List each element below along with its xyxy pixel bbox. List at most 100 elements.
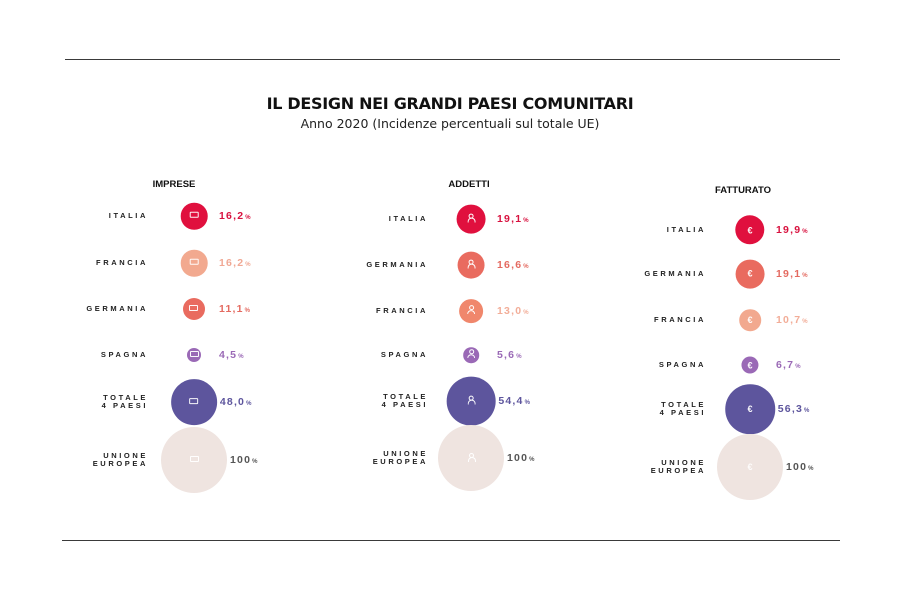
value-number: 100 <box>786 461 808 473</box>
euro-icon: € <box>747 225 753 235</box>
value-label: 16,2% <box>219 210 251 222</box>
value-number: 6,7 <box>776 359 795 371</box>
data-bubble <box>161 427 227 493</box>
euro-icon: € <box>747 359 753 370</box>
value-number: 56,3 <box>777 403 803 415</box>
value-label: 100% <box>507 452 534 464</box>
percent-sign: % <box>245 215 251 221</box>
panel-title: IMPRESE <box>152 179 196 190</box>
data-bubble: € <box>741 356 759 374</box>
value-label: 100% <box>786 461 813 473</box>
value-number: 19,1 <box>776 268 802 280</box>
country-label: GERMANIA <box>644 269 706 278</box>
panel-title: FATTURATO <box>715 185 771 196</box>
value-label: 10,7% <box>776 314 808 326</box>
top-rule <box>65 59 840 60</box>
bottom-rule <box>62 540 840 541</box>
data-bubble: € <box>725 384 775 434</box>
value-number: 54,4 <box>498 395 524 407</box>
country-label: SPAGNA <box>100 350 148 359</box>
value-number: 100 <box>230 454 252 466</box>
chart-subtitle: Anno 2020 (Incidenze percentuali sul tot… <box>300 116 600 131</box>
country-label: FRANCIA <box>96 258 148 267</box>
person-icon <box>467 213 476 225</box>
country-label: SPAGNA <box>380 350 428 359</box>
percent-sign: % <box>523 310 529 316</box>
country-label: FRANCIA <box>376 306 428 315</box>
value-label: 56,3% <box>778 403 810 415</box>
euro-icon: € <box>747 269 753 279</box>
country-label: TOTALE 4 PAESI <box>101 393 148 410</box>
factory-icon <box>189 351 199 359</box>
data-bubble <box>438 425 504 491</box>
percent-sign: % <box>802 273 808 279</box>
value-label: 100% <box>230 454 257 466</box>
person-icon <box>467 349 476 360</box>
country-label: ITALIA <box>666 225 706 234</box>
person-icon <box>467 259 476 271</box>
chart-title: IL DESIGN NEI GRANDI PAESI COMUNITARI <box>266 94 634 113</box>
data-bubble: € <box>739 309 761 331</box>
data-bubble <box>180 202 208 230</box>
value-number: 5,6 <box>497 349 516 361</box>
value-label: 4,5% <box>219 349 244 361</box>
person-icon <box>467 452 476 464</box>
value-number: 16,2 <box>219 257 245 269</box>
percent-sign: % <box>802 229 808 235</box>
factory-icon <box>189 259 199 267</box>
data-bubble: € <box>735 259 765 289</box>
value-label: 5,6% <box>497 349 522 361</box>
data-bubble: € <box>735 215 765 245</box>
country-label: ITALIA <box>108 211 148 220</box>
percent-sign: % <box>524 400 530 406</box>
country-label: UNIONE EUROPEA <box>92 451 148 468</box>
value-number: 48,0 <box>219 396 246 408</box>
percent-sign: % <box>529 457 535 463</box>
country-label: UNIONE EUROPEA <box>650 458 706 475</box>
data-bubble <box>446 376 496 426</box>
value-number: 4,5 <box>219 349 238 361</box>
value-label: 13,0% <box>497 305 529 317</box>
value-label: 19,9% <box>776 224 808 236</box>
factory-icon <box>189 304 199 313</box>
value-label: 11,1% <box>219 303 250 315</box>
person-icon <box>467 305 476 317</box>
factory-icon <box>189 212 199 220</box>
country-label: TOTALE 4 PAESI <box>659 400 706 417</box>
value-number: 11,1 <box>219 303 244 315</box>
country-label: ITALIA <box>388 214 428 223</box>
percent-sign: % <box>516 354 522 360</box>
country-label: SPAGNA <box>658 360 706 369</box>
data-bubble <box>183 298 205 320</box>
factory-icon <box>189 456 199 464</box>
percent-sign: % <box>795 364 801 370</box>
percent-sign: % <box>808 466 814 472</box>
value-number: 13,0 <box>497 305 523 317</box>
euro-icon: € <box>747 314 753 325</box>
value-number: 19,1 <box>497 213 523 225</box>
percent-sign: % <box>252 459 258 465</box>
person-icon <box>467 395 476 406</box>
country-label: GERMANIA <box>366 260 428 269</box>
value-label: 6,7% <box>776 359 801 371</box>
percent-sign: % <box>523 264 529 270</box>
country-label: UNIONE EUROPEA <box>372 449 428 466</box>
value-label: 48,0% <box>220 396 252 408</box>
data-bubble <box>463 347 479 363</box>
value-label: 54,4% <box>498 395 530 407</box>
data-bubble <box>171 379 217 425</box>
value-label: 16,2% <box>219 257 251 269</box>
factory-icon <box>189 398 199 406</box>
country-label: TOTALE 4 PAESI <box>381 392 428 409</box>
value-number: 16,2 <box>219 210 245 222</box>
percent-sign: % <box>238 354 244 360</box>
country-label: GERMANIA <box>86 304 148 313</box>
value-number: 10,7 <box>776 314 802 326</box>
value-number: 19,9 <box>776 224 802 236</box>
value-number: 100 <box>507 452 529 464</box>
data-bubble <box>180 249 208 277</box>
data-bubble <box>187 348 201 362</box>
value-label: 19,1% <box>776 268 808 280</box>
percent-sign: % <box>802 319 808 325</box>
euro-icon: € <box>747 462 753 472</box>
